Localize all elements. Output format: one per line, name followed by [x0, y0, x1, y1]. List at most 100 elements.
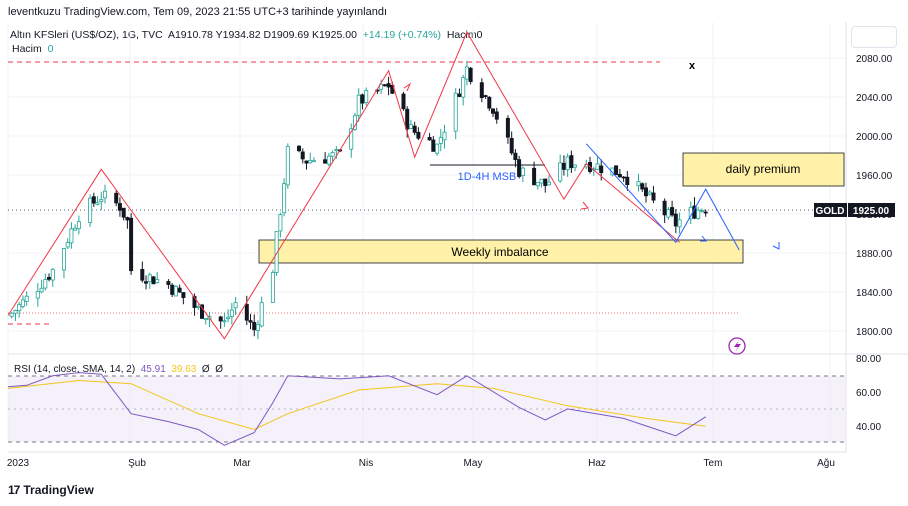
- rsi-sma-value: 39.63: [171, 364, 197, 375]
- candle-body: [625, 176, 630, 185]
- publisher-line: leventkuzu TradingView.com, Tem 09, 2023…: [8, 6, 388, 18]
- toolbar-button[interactable]: [851, 26, 897, 48]
- candle-body: [274, 231, 279, 273]
- candle-body: [35, 291, 40, 299]
- candle-body: [636, 181, 641, 186]
- candle-body: [539, 178, 544, 184]
- candle-body: [696, 209, 701, 219]
- projection-arrowhead: [772, 242, 780, 250]
- candle-body: [379, 83, 384, 90]
- candle-body: [140, 268, 145, 281]
- candle-body: [170, 284, 175, 295]
- candle-body: [647, 191, 652, 195]
- candle-body: [50, 268, 55, 281]
- candle-body: [73, 227, 78, 231]
- candle-body: [233, 302, 238, 309]
- candle-body: [673, 213, 678, 227]
- price-tick: 2080.00: [856, 54, 893, 65]
- candle-body: [565, 156, 570, 171]
- candle-body: [431, 139, 436, 152]
- time-tick: Şub: [128, 458, 146, 469]
- rsi-label[interactable]: RSI (14, close, SMA, 14, 2): [14, 364, 136, 375]
- daily-premium-box[interactable]: [682, 152, 845, 187]
- candle-body: [196, 306, 201, 309]
- candle-body: [666, 209, 671, 218]
- candle-body: [278, 214, 283, 232]
- candle-body: [259, 302, 264, 327]
- candle-body: [513, 152, 518, 160]
- candle-body: [490, 108, 495, 114]
- candle-body: [24, 295, 29, 302]
- price-tick: 1880.00: [856, 249, 893, 260]
- symbol-tag-label: GOLD: [816, 206, 845, 217]
- candle-body: [375, 89, 380, 92]
- time-tick: 2023: [7, 458, 30, 469]
- candle-body: [244, 304, 249, 321]
- rsi-line: [7, 372, 706, 446]
- candle-body: [520, 167, 525, 177]
- volume-label: Hacim0: [446, 29, 483, 41]
- candle-body: [364, 90, 369, 104]
- candle-body: [700, 210, 705, 212]
- candle-body: [300, 151, 305, 160]
- candle-body: [304, 160, 309, 164]
- candle-body: [416, 131, 421, 139]
- candle-body: [88, 197, 93, 223]
- candle-body: [427, 136, 432, 141]
- candle-body: [547, 181, 552, 186]
- candle-body: [270, 272, 275, 303]
- candle-body: [535, 181, 540, 187]
- projection-line: [585, 143, 740, 251]
- candle-body: [248, 320, 253, 323]
- candle-body: [285, 145, 290, 186]
- candle-body: [65, 242, 70, 248]
- time-tick: Haz: [588, 458, 606, 469]
- candle-body: [386, 83, 391, 88]
- candle-body: [703, 211, 708, 214]
- candle-body: [644, 187, 649, 197]
- candle-body: [151, 276, 156, 285]
- candle-body: [222, 320, 227, 323]
- candle-body: [408, 124, 413, 129]
- time-tick: Ağu: [817, 458, 835, 469]
- candle-body: [69, 228, 74, 244]
- candle-body: [382, 84, 387, 87]
- candle-body: [438, 137, 443, 144]
- symbol-name[interactable]: Altın KFSleri (US$/OZ), 1G, TVC: [10, 29, 163, 41]
- zigzag-arrowhead: [403, 82, 412, 92]
- projection-arrowhead-2: [700, 235, 708, 242]
- close-icon[interactable]: x: [689, 60, 696, 72]
- msb-label: 1D-4H MSB: [458, 171, 517, 183]
- candle-body: [99, 198, 104, 202]
- candle-body: [457, 93, 462, 97]
- rsi-placeholder-1: Ø: [201, 364, 210, 375]
- price-tick: 1840.00: [856, 288, 893, 299]
- candle-body: [479, 82, 484, 98]
- volume-legend: Hacim 0: [12, 43, 53, 55]
- lightning-icon[interactable]: [728, 337, 746, 355]
- time-tick: Mar: [233, 458, 251, 469]
- candle-body: [203, 318, 208, 321]
- rsi-tick: 60.00: [856, 388, 881, 399]
- candle-body: [76, 221, 81, 229]
- weekly-imbalance-box[interactable]: [258, 239, 744, 264]
- brand-name: TradingView: [23, 483, 94, 497]
- candle-body: [103, 190, 108, 199]
- candle-body: [509, 137, 514, 154]
- volume-value: 0: [47, 43, 54, 55]
- price-tick: 2040.00: [856, 93, 893, 104]
- candle-body: [173, 285, 178, 297]
- rsi-axis: 80.00 60.00 40.00: [856, 354, 881, 433]
- last-price-label: 1925.00: [853, 206, 890, 217]
- zigzag-line: [7, 30, 680, 340]
- candle-body: [543, 178, 548, 186]
- candle-body: [349, 128, 354, 150]
- candle-body: [9, 312, 14, 317]
- tradingview-logo-icon[interactable]: 17 TradingView: [8, 483, 94, 497]
- candle-body: [614, 165, 619, 176]
- time-axis: 2023 Şub Mar Nis May Haz Tem Ağu: [7, 458, 835, 469]
- candle-body: [181, 292, 186, 298]
- candle-body: [461, 77, 466, 98]
- candle-body: [517, 159, 522, 177]
- candle-body: [483, 95, 488, 97]
